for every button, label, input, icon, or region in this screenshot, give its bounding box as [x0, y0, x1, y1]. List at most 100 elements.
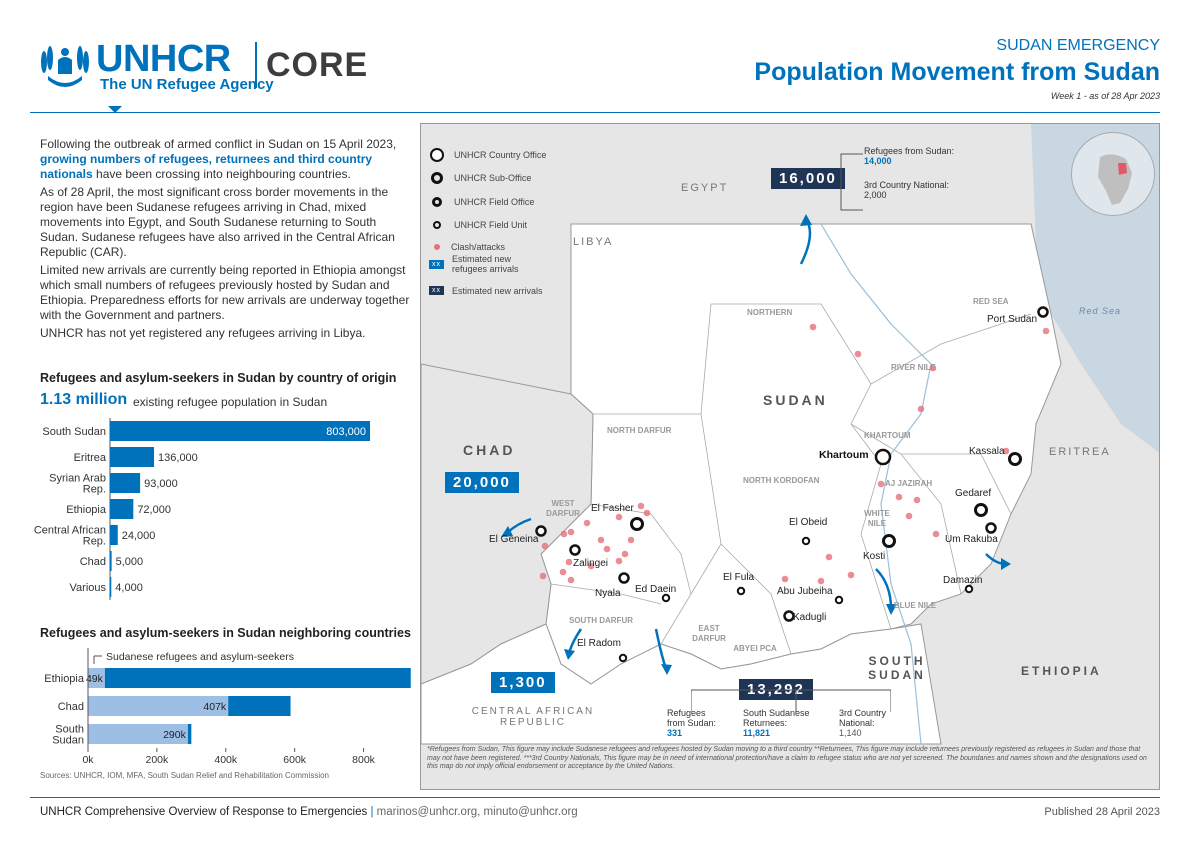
chart1-category-label: Ethiopia: [66, 504, 107, 516]
egypt-refugees-label: Refugees from Sudan:: [864, 146, 955, 156]
city-label: Khartoum: [819, 449, 869, 461]
chart1-bar: [110, 525, 118, 545]
city-label: El Radom: [577, 638, 621, 649]
clash-dot: [877, 480, 885, 488]
legend-item: Clash/attacks: [429, 238, 505, 256]
chart2-bar-sudanese: [88, 696, 229, 716]
city-label: Um Rakuba: [945, 534, 998, 545]
footer-title: UNHCR Comprehensive Overview of Response…: [40, 806, 368, 818]
clash-dot: [627, 536, 635, 544]
clash-dot: [1042, 327, 1050, 335]
label-eritrea: ERITREA: [1049, 446, 1111, 458]
field-marker-icon: [535, 525, 547, 537]
clash-dot: [781, 575, 789, 583]
legend-item: xx Estimated new refugees arrivals: [429, 254, 542, 274]
intro-p1-end: have been crossing into neighbouring cou…: [92, 167, 351, 181]
chart1-category-label: Various: [70, 582, 107, 594]
chart1-bar: [110, 551, 112, 571]
clash-dot: [817, 577, 825, 585]
footer-rule: [30, 797, 1160, 798]
legend-item: UNHCR Field Office: [429, 193, 534, 211]
legend-item: UNHCR Field Unit: [429, 216, 527, 234]
clash-dot: [1002, 447, 1010, 455]
map-base: [421, 124, 1159, 789]
intro-paragraph: Following the outbreak of armed conflict…: [40, 137, 412, 182]
unit-marker-icon: [801, 536, 811, 546]
chart2-category-label: Sudan: [52, 735, 84, 747]
intro-p1-start: Following the outbreak of armed conflict…: [40, 137, 397, 151]
clash-dot: [583, 519, 591, 527]
egypt-tcn-value: 2,000: [864, 190, 887, 200]
state-label: NORTHERN: [747, 308, 793, 317]
city-label: El Fasher: [591, 503, 634, 514]
state-label: RED SEA: [973, 297, 1009, 306]
header-rule: [30, 112, 1160, 113]
label-egypt: EGYPT: [681, 182, 729, 194]
south-sudan-shape: [421, 623, 942, 745]
clash-dot: [541, 542, 549, 550]
map-disclaimer: *Refugees from Sudan, This figure may in…: [427, 746, 1147, 770]
emergency-label: SUDAN EMERGENCY: [996, 37, 1160, 54]
state-label: KHARTOUM: [864, 431, 911, 440]
clash-dot: [809, 323, 817, 331]
clash-dot: [615, 557, 623, 565]
intro-text: Following the outbreak of armed conflict…: [40, 137, 412, 344]
ss-bracket: [691, 689, 891, 712]
state-label: ABYEI PCA: [733, 644, 777, 653]
clash-dot: [637, 502, 645, 510]
state-borders: [550, 303, 1032, 655]
arrow-heads: [501, 214, 1011, 675]
city-label: El Obeid: [789, 517, 828, 528]
ss-refugees: Refugees from Sudan: 331: [667, 708, 723, 738]
number-chad: 20,000: [445, 472, 519, 493]
chart2-x-tick-label: 0k: [82, 754, 94, 766]
chart2-value-label: 290k: [163, 729, 187, 741]
legend-label: UNHCR Country Office: [454, 149, 547, 160]
chart1-value-label: 5,000: [116, 556, 144, 568]
field-marker-icon: [783, 610, 795, 622]
unit-marker-icon: [618, 653, 628, 663]
chart2-bar-sudanese: [88, 724, 188, 744]
logo-unhcr-text: UNHCR: [96, 38, 231, 80]
city-label: Abu Jubeiha: [777, 586, 833, 597]
chart1-category-label: South Sudan: [42, 426, 106, 438]
city-label: Gedaref: [955, 488, 992, 499]
header-notch: [108, 106, 122, 113]
footer-emails[interactable]: marinos@unhcr.org, minuto@unhcr.org: [376, 806, 578, 818]
field-unit-icon: [433, 220, 441, 229]
chart1-bar: [110, 577, 112, 597]
country-marker-icon: [874, 448, 892, 466]
field-office-icon: [432, 196, 442, 207]
state-label: SOUTH DARFUR: [569, 616, 633, 625]
chart2-value-label: 407k: [203, 701, 227, 713]
label-sudan: SUDAN: [763, 392, 828, 408]
legend-label: Estimated new refugees arrivals: [452, 254, 519, 274]
unit-marker-icon: [661, 593, 671, 603]
unit-marker-icon: [834, 595, 844, 605]
clash-dot: [913, 496, 921, 504]
intro-paragraph: As of 28 April, the most significant cro…: [40, 185, 395, 259]
clash-dot: [560, 530, 568, 538]
logo-subtitle: The UN Refugee Agency: [100, 76, 274, 93]
city-label: Port Sudan: [987, 314, 1038, 325]
clash-dot: [615, 513, 623, 521]
chart1-title: Refugees and asylum-seekers in Sudan by …: [40, 371, 397, 385]
sub-office-icon: [431, 171, 443, 184]
chart1-value-label: 136,000: [158, 452, 198, 464]
chart2-category-label: Chad: [58, 701, 84, 713]
clash-dot: [587, 562, 595, 570]
clash-dot: [854, 350, 862, 358]
city-label: Nyala: [595, 588, 621, 599]
sources: Sources: UNHCR, IOM, MFA, South Sudan Re…: [40, 771, 330, 780]
legend-item: UNHCR Country Office: [429, 146, 546, 164]
chart2-x-tick-label: 800k: [352, 754, 376, 766]
nile-river: [820, 223, 932, 745]
clash-dot: [567, 576, 575, 584]
intro-p1-highlight: growing numbers of refugees, returnees a…: [40, 152, 373, 181]
city-label: Kadugli: [793, 612, 827, 623]
state-label: WEST DARFUR: [546, 499, 580, 518]
egypt-tcn-label: 3rd Country National:: [864, 180, 950, 190]
chart2-x-tick-label: 200k: [145, 754, 169, 766]
state-label: RIVER NILE: [891, 363, 936, 372]
label-car: CENTRAL AFRICAN REPUBLIC: [471, 706, 595, 728]
